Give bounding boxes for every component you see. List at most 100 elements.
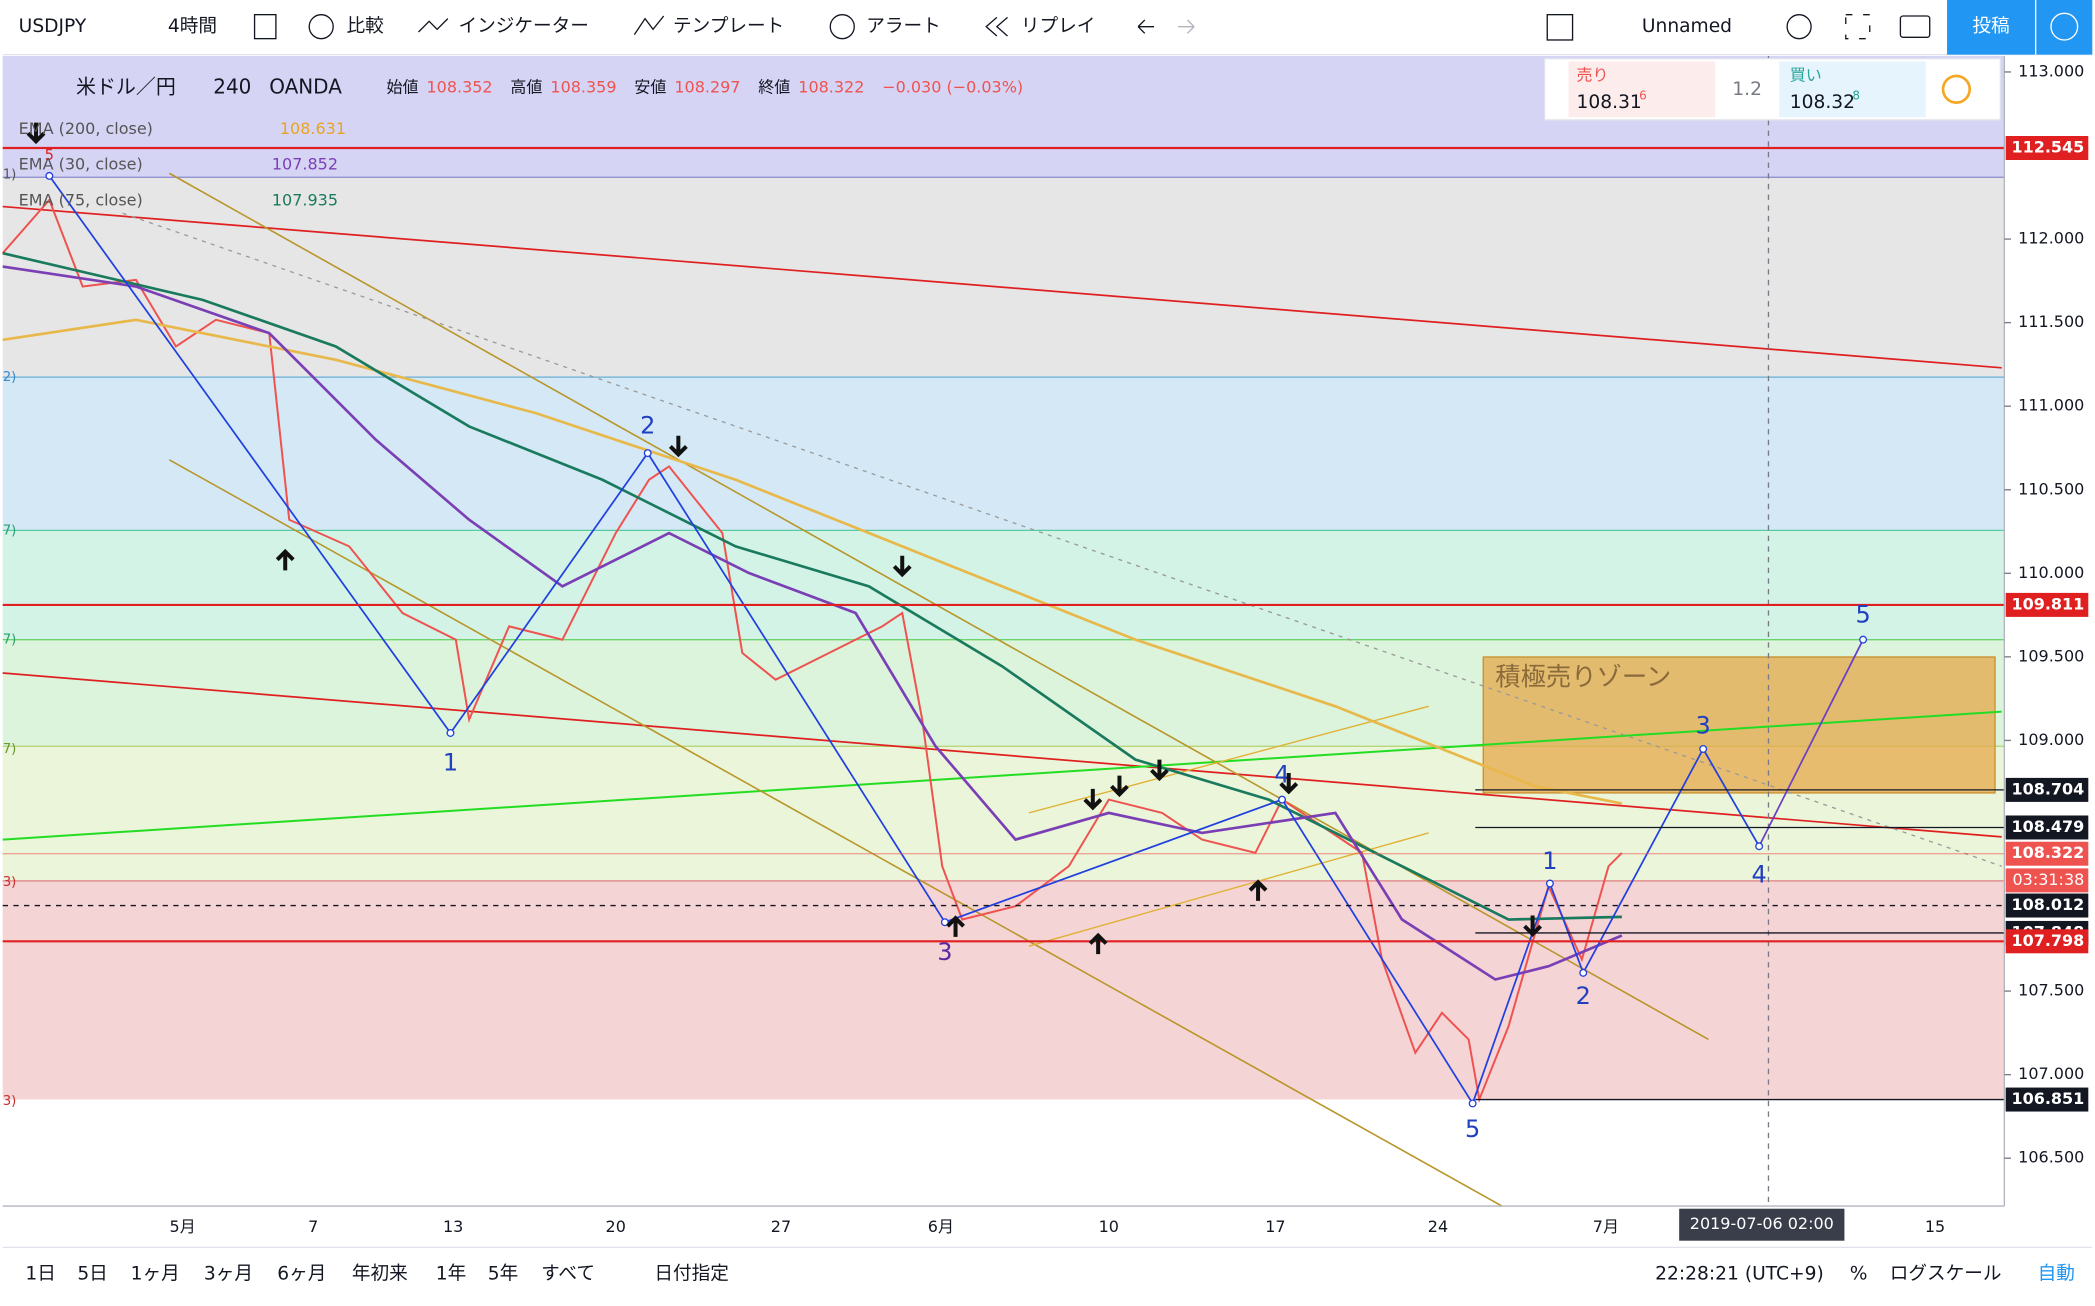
price-label-bg [2005, 136, 2089, 160]
price-label: 112.545 [2011, 138, 2084, 157]
alert[interactable]: アラート [866, 16, 941, 37]
interval[interactable]: 4時間 [168, 16, 217, 37]
goto-date[interactable]: 日付指定 [654, 1264, 729, 1285]
indicator-icon[interactable] [418, 18, 449, 33]
indicators[interactable]: インジケーター [458, 16, 588, 37]
trend-line [2, 672, 2002, 838]
play-icon[interactable] [2050, 12, 2079, 41]
price-label-bg [2005, 893, 2089, 918]
replay[interactable]: リプレイ [1021, 16, 1096, 37]
wave-label: 5 [45, 147, 54, 164]
publish-button[interactable] [1947, 0, 2035, 55]
arrow [1279, 772, 1299, 795]
auto-scale[interactable]: 自動 [2038, 1264, 2075, 1285]
info[interactable] [1941, 74, 1972, 104]
wave-line [1758, 639, 1864, 847]
templates[interactable]: テンプレート [673, 16, 784, 37]
ohlc-value: 108.322 [798, 77, 864, 96]
range-button[interactable]: 1日 [25, 1264, 56, 1285]
redo[interactable] [1178, 19, 1195, 34]
price-tick-label: 110.000 [2018, 563, 2084, 582]
fullscreen[interactable] [1845, 13, 1871, 40]
price-tick-label: 109.000 [2018, 730, 2084, 749]
band [2, 880, 2005, 1100]
percent[interactable]: % [1850, 1264, 1868, 1285]
range-button[interactable]: 5日 [77, 1264, 108, 1285]
band [2, 177, 2005, 378]
arrow [1083, 788, 1103, 811]
band [2, 377, 2005, 531]
play-button[interactable] [2036, 0, 2093, 55]
range-button[interactable]: 1年 [436, 1264, 467, 1285]
indicator-value: 108.631 [280, 119, 346, 138]
price-tick-label: 107.500 [2018, 981, 2084, 1000]
wave-point [1468, 1099, 1477, 1108]
chart-type-icon[interactable] [253, 13, 277, 40]
arrow [1110, 775, 1129, 798]
snapshot[interactable] [1899, 15, 1931, 38]
wave-point [1579, 968, 1588, 977]
range-button[interactable]: 年初来 [352, 1264, 408, 1285]
range-button[interactable]: 3ヶ月 [204, 1264, 253, 1285]
range-button[interactable]: 5年 [488, 1264, 519, 1285]
wave-point [446, 728, 455, 737]
fib-label: 7) [3, 523, 17, 538]
sell-label[interactable]: 売り [1577, 65, 1609, 84]
indicator-name[interactable]: EMA (200, close) [19, 119, 153, 138]
compare-icon[interactable] [308, 13, 334, 40]
sell-price[interactable]: 108.31 [1577, 92, 1642, 113]
wave-label: 1 [443, 749, 458, 777]
ohlc-value: 108.352 [426, 77, 492, 96]
ohlc-value: 108.297 [674, 77, 740, 96]
buy-sup[interactable]: 8 [1852, 88, 1860, 102]
replay-icon[interactable] [985, 16, 1008, 37]
crosshair-label: 2019-07-06 02:00 [1690, 1214, 1834, 1233]
range-button[interactable]: 6ヶ月 [277, 1264, 326, 1285]
toolbar [2, 0, 2093, 55]
buy-button[interactable] [1779, 61, 1926, 118]
wave-label: 1 [1542, 847, 1557, 875]
alert-icon[interactable] [829, 13, 855, 40]
date-tick-label: 5月 [170, 1217, 196, 1236]
indicator-name[interactable]: EMA (75, close) [19, 191, 143, 210]
sell-zone[interactable] [1482, 656, 1996, 794]
price-tick-label: 112.000 [2018, 229, 2084, 248]
wave-point [1859, 635, 1868, 644]
price-label: 108.704 [2011, 779, 2084, 798]
range-button[interactable]: すべて [541, 1264, 595, 1285]
symbol[interactable]: USDJPY [19, 16, 87, 37]
wave-point [1545, 879, 1554, 888]
compare[interactable]: 比較 [347, 16, 385, 37]
sell-sup[interactable]: 6 [1639, 88, 1647, 102]
publish[interactable]: 投稿 [1972, 16, 2009, 37]
ema-200 [2, 318, 1623, 805]
fib-label: 2) [3, 370, 17, 385]
buy-price[interactable]: 108.32 [1790, 92, 1855, 113]
indicator-value: 107.852 [272, 155, 338, 174]
range-button[interactable]: 1ヶ月 [131, 1264, 180, 1285]
log-scale[interactable]: ログスケール [1890, 1264, 2002, 1285]
arrow [1523, 915, 1542, 938]
wave-line [48, 175, 1474, 1104]
price-label: 108.322 [2011, 843, 2084, 862]
sell-button[interactable] [1568, 61, 1716, 118]
indicator-name[interactable]: EMA (30, close) [19, 155, 143, 174]
legend-interval: 240 [213, 74, 251, 98]
arrow [26, 122, 46, 145]
layout-name[interactable]: Unnamed [1642, 16, 1732, 37]
template-icon[interactable] [633, 15, 665, 36]
price-tick-label: 113.000 [2018, 61, 2084, 80]
buy-label[interactable]: 買い [1790, 65, 1822, 84]
undo[interactable] [1137, 19, 1155, 34]
fib-label: 7) [3, 742, 17, 757]
crosshair-label-bg [1679, 1208, 1845, 1241]
select-icon[interactable] [1546, 13, 1574, 41]
band [2, 530, 2005, 640]
settings[interactable] [1786, 13, 1812, 40]
fib-label: 7) [3, 633, 17, 648]
arrow [1150, 759, 1169, 782]
wave-point [940, 918, 949, 927]
date-tick-label: 15 [1925, 1217, 1945, 1236]
clock: 22:28:21 (UTC+9) [1655, 1264, 1824, 1285]
